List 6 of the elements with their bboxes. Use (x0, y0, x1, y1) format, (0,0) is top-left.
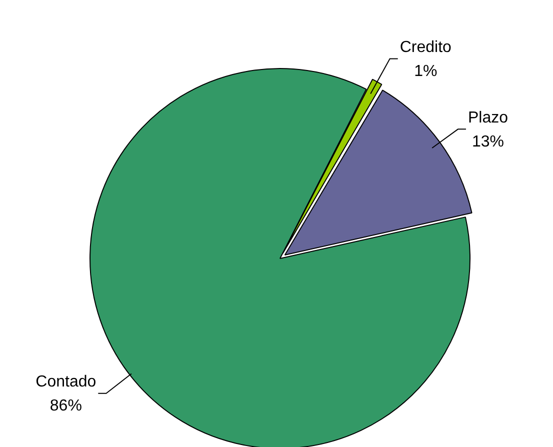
data-label: 1% (414, 63, 438, 80)
data-label: 86% (50, 398, 82, 415)
slice-label: Contado (36, 374, 96, 391)
slice-label: Credito (400, 39, 452, 56)
slice-label: Plazo (468, 110, 508, 127)
data-label: 13% (472, 134, 504, 151)
